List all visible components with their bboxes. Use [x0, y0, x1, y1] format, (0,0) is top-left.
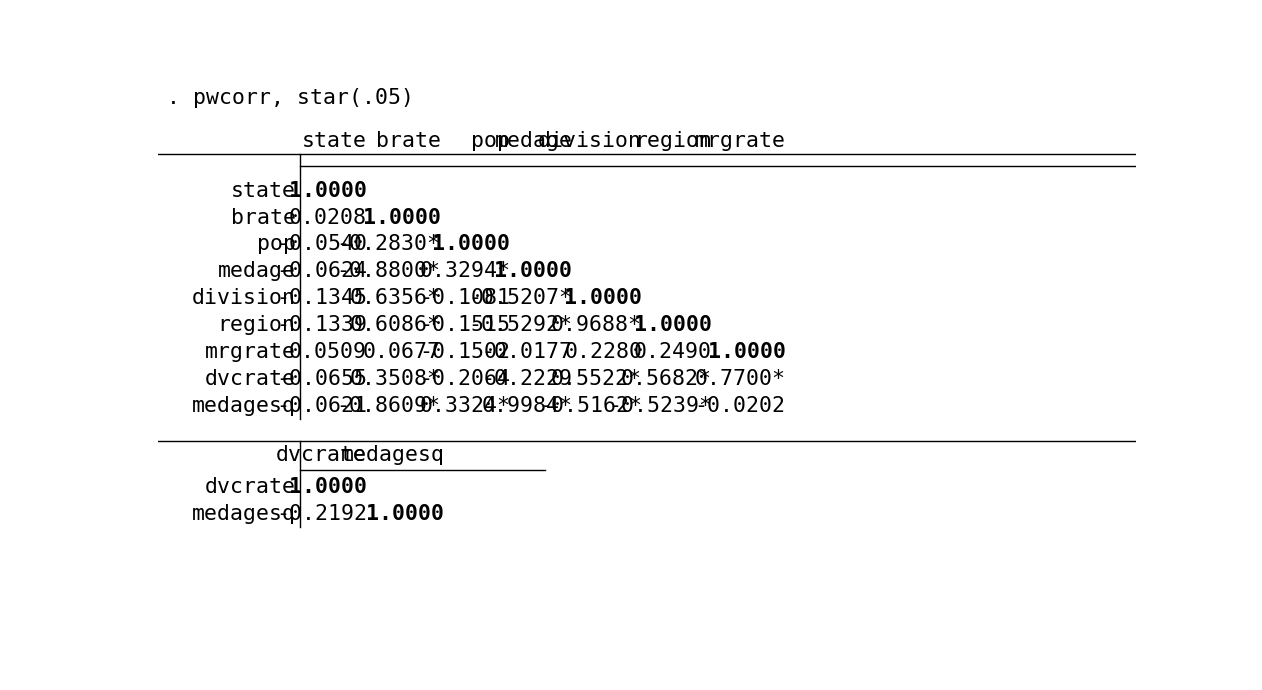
Text: medagesq: medagesq — [192, 396, 295, 416]
Text: 1.0000: 1.0000 — [495, 262, 573, 282]
Text: -0.2229: -0.2229 — [481, 369, 573, 389]
Text: brate: brate — [376, 130, 440, 150]
Text: region: region — [218, 315, 295, 335]
Text: mrgrate: mrgrate — [204, 342, 295, 362]
Text: medagesq: medagesq — [192, 504, 295, 524]
Text: 0.9984*: 0.9984* — [481, 396, 573, 416]
Text: 0.2280: 0.2280 — [564, 342, 642, 362]
Text: . pwcorr, star(.05): . pwcorr, star(.05) — [167, 88, 414, 108]
Text: 0.6086*: 0.6086* — [350, 315, 440, 335]
Text: -0.5292*: -0.5292* — [468, 315, 573, 335]
Text: 0.3508*: 0.3508* — [350, 369, 440, 389]
Text: -0.1345: -0.1345 — [276, 288, 367, 308]
Text: -0.1515: -0.1515 — [419, 315, 510, 335]
Text: 0.0509: 0.0509 — [289, 342, 367, 362]
Text: 0.2490: 0.2490 — [634, 342, 712, 362]
Text: 0.0677: 0.0677 — [362, 342, 440, 362]
Text: -0.0621: -0.0621 — [276, 396, 367, 416]
Text: -0.1081: -0.1081 — [419, 288, 510, 308]
Text: pop: pop — [256, 235, 295, 255]
Text: dvcrate: dvcrate — [276, 445, 367, 464]
Text: -0.0177: -0.0177 — [481, 342, 573, 362]
Text: -0.5207*: -0.5207* — [468, 288, 573, 308]
Text: -0.2192: -0.2192 — [276, 504, 367, 524]
Text: medage: medage — [218, 262, 295, 282]
Text: 1.0000: 1.0000 — [634, 315, 712, 335]
Text: 1.0000: 1.0000 — [433, 235, 510, 255]
Text: -0.8609*: -0.8609* — [337, 396, 440, 416]
Text: mrgrate: mrgrate — [694, 130, 785, 150]
Text: state: state — [302, 130, 367, 150]
Text: 0.5522*: 0.5522* — [551, 369, 642, 389]
Text: -0.5239*: -0.5239* — [608, 396, 712, 416]
Text: -0.5162*: -0.5162* — [538, 396, 642, 416]
Text: -0.2830*: -0.2830* — [337, 235, 440, 255]
Text: division: division — [538, 130, 642, 150]
Text: 0.5682*: 0.5682* — [621, 369, 712, 389]
Text: region: region — [634, 130, 712, 150]
Text: 1.0000: 1.0000 — [289, 477, 367, 497]
Text: 0.6356*: 0.6356* — [350, 288, 440, 308]
Text: division: division — [192, 288, 295, 308]
Text: 1.0000: 1.0000 — [362, 208, 440, 228]
Text: 1.0000: 1.0000 — [289, 181, 367, 201]
Text: medage: medage — [495, 130, 573, 150]
Text: -0.1502: -0.1502 — [419, 342, 510, 362]
Text: -0.0540: -0.0540 — [276, 235, 367, 255]
Text: pop: pop — [472, 130, 510, 150]
Text: -0.0624: -0.0624 — [276, 262, 367, 282]
Text: state: state — [231, 181, 295, 201]
Text: dvcrate: dvcrate — [204, 369, 295, 389]
Text: 1.0000: 1.0000 — [708, 342, 785, 362]
Text: -0.0655: -0.0655 — [276, 369, 367, 389]
Text: -0.8800*: -0.8800* — [337, 262, 440, 282]
Text: -0.2064: -0.2064 — [419, 369, 510, 389]
Text: brate: brate — [231, 208, 295, 228]
Text: 1.0000: 1.0000 — [564, 288, 642, 308]
Text: 0.3324*: 0.3324* — [419, 396, 510, 416]
Text: 0.7700*: 0.7700* — [694, 369, 785, 389]
Text: 0.9688*: 0.9688* — [551, 315, 642, 335]
Text: 0.3294*: 0.3294* — [419, 262, 510, 282]
Text: -0.1339: -0.1339 — [276, 315, 367, 335]
Text: -0.0202: -0.0202 — [694, 396, 785, 416]
Text: medagesq: medagesq — [341, 445, 444, 464]
Text: dvcrate: dvcrate — [204, 477, 295, 497]
Text: 0.0208: 0.0208 — [289, 208, 367, 228]
Text: 1.0000: 1.0000 — [366, 504, 444, 524]
